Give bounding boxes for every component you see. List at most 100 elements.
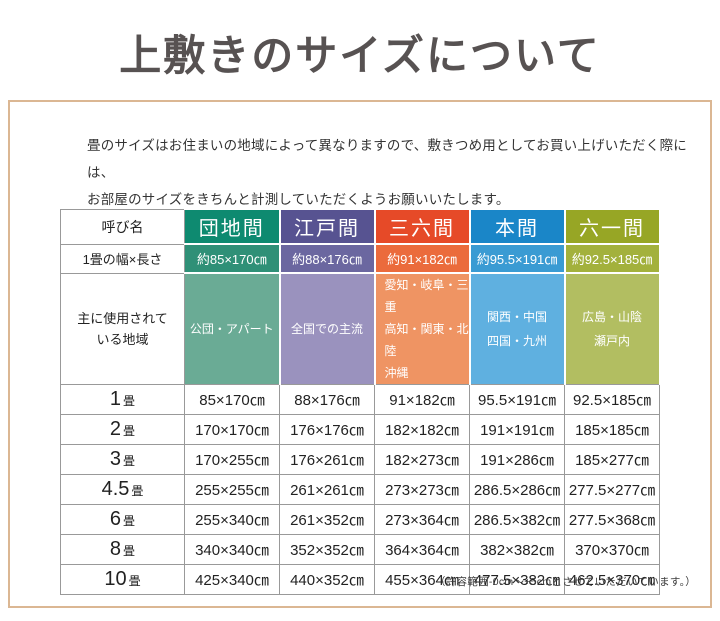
width-row-label: 1畳の幅×長さ [60, 243, 185, 274]
size-value-cell: 176×176㎝ [279, 414, 375, 445]
tolerance-footnote: （許容範囲-0cm～+5cmとさせていただいています。） [434, 576, 696, 588]
size-value-cell: 176×261㎝ [279, 444, 375, 475]
size-row-unit: 畳 [128, 574, 141, 588]
size-row-6jo: 6 畳 255×340㎝ 261×352㎝ 273×364㎝ 286.5×382㎝ 277.… [60, 504, 660, 535]
size-row-unit: 畳 [123, 514, 136, 528]
size-row-label: 10 畳 [60, 564, 185, 595]
size-value-cell: 364×364㎝ [374, 534, 470, 565]
column-header-0: 団地間 [184, 208, 281, 245]
size-value-cell: 95.5×191㎝ [469, 384, 565, 415]
size-row-1jo: 1 畳 85×170㎝ 88×176㎝ 91×182㎝ 95.5×191㎝ 92.5×185… [60, 384, 660, 415]
size-row-unit: 畳 [123, 394, 136, 408]
column-header-4: 六一間 [563, 208, 661, 245]
size-value-cell: 185×277㎝ [564, 444, 660, 475]
size-row-unit: 畳 [123, 544, 136, 558]
intro-line-1: 畳のサイズはお住まいの地域によって異なりますので、敷きつめ用としてお買い上げいた… [87, 138, 687, 180]
size-value-cell: 91×182㎝ [374, 384, 470, 415]
width-cell-3: 約95.5×191㎝ [468, 243, 566, 274]
size-value-cell: 191×286㎝ [469, 444, 565, 475]
size-value-cell: 273×364㎝ [374, 504, 470, 535]
size-row-10jo: 10 畳 425×340㎝ 440×352㎝ 455×364㎝ 477.5×382㎝ 462… [60, 564, 660, 595]
region-row-label: 主に使用されて いる地域 [60, 272, 185, 385]
intro-text: 畳のサイズはお住まいの地域によって異なりますので、敷きつめ用としてお買い上げいた… [87, 132, 710, 213]
region-line: 全国での主流 [290, 322, 363, 336]
size-value-cell: 286.5×286㎝ [469, 474, 565, 505]
tatami-size-table: 呼び名 団地間 江戸間 三六間 本間 六一間 1畳の幅×長さ 約85×170㎝ 約88×176㎝… [60, 208, 661, 595]
size-row-label: 4.5 畳 [60, 474, 185, 505]
size-row-number: 4.5 [101, 478, 130, 500]
region-label-line: いる地域 [96, 331, 149, 347]
width-cell-4: 約92.5×185㎝ [563, 243, 661, 274]
size-value-cell: 277.5×277㎝ [564, 474, 660, 505]
size-row-unit: 畳 [123, 424, 136, 438]
size-value-cell: 185×185㎝ [564, 414, 660, 445]
size-value-cell: 170×170㎝ [184, 414, 280, 445]
content-frame: 畳のサイズはお住まいの地域によって異なりますので、敷きつめ用としてお買い上げいた… [8, 100, 712, 608]
region-cell-3: 関西・中国 四国・九州 [468, 272, 566, 385]
size-row-number: 6 [109, 508, 122, 530]
region-label-line: 主に使用されて [77, 310, 168, 326]
corner-header-cell: 呼び名 [60, 208, 185, 245]
region-line: 広島・山陰 [581, 310, 642, 324]
intro-line-2: お部屋のサイズをきちんと計測していただくようお願いいたします。 [87, 192, 510, 207]
region-cell-4: 広島・山陰 瀬戸内 [563, 272, 661, 385]
region-line: 四国・九州 [486, 334, 547, 348]
size-value-cell: 440×352㎝ [279, 564, 375, 595]
region-line: 公団・アパート [189, 322, 274, 336]
size-value-cell: 92.5×185㎝ [564, 384, 660, 415]
size-value-cell: 182×273㎝ [374, 444, 470, 475]
column-header-1: 江戸間 [278, 208, 376, 245]
column-header-3: 本間 [468, 208, 566, 245]
size-value-cell: 170×255㎝ [184, 444, 280, 475]
size-value-cell: 286.5×382㎝ [469, 504, 565, 535]
size-row-3jo: 3 畳 170×255㎝ 176×261㎝ 182×273㎝ 191×286㎝ 185×27… [60, 444, 660, 475]
size-row-number: 8 [109, 538, 122, 560]
size-value-cell: 85×170㎝ [184, 384, 280, 415]
region-line: 沖縄 [384, 366, 409, 380]
size-value-cell: 261×261㎝ [279, 474, 375, 505]
size-row-number: 2 [109, 418, 122, 440]
size-value-cell: 352×352㎝ [279, 534, 375, 565]
region-cell-2: 愛知・岐阜・三重 高知・関東・北陸沖縄 [373, 272, 471, 385]
size-value-cell: 255×340㎝ [184, 504, 280, 535]
size-row-8jo: 8 畳 340×340㎝ 352×352㎝ 364×364㎝ 382×382㎝ 370×37… [60, 534, 660, 565]
size-value-cell: 88×176㎝ [279, 384, 375, 415]
size-value-cell: 455×364㎝ [374, 564, 470, 595]
size-row-unit: 畳 [123, 454, 136, 468]
size-value-cell: 462.5×370㎝ [564, 564, 660, 595]
size-row-number: 3 [109, 448, 122, 470]
size-row-4.5jo: 4.5 畳 255×255㎝ 261×261㎝ 273×273㎝ 286.5×286㎝ 27… [60, 474, 660, 505]
region-line: 高知・関東・北陸 [384, 322, 469, 358]
size-value-cell: 477.5×382㎝ [469, 564, 565, 595]
width-cell-2: 約91×182㎝ [373, 243, 471, 274]
width-cell-1: 約88×176㎝ [278, 243, 376, 274]
size-value-cell: 382×382㎝ [469, 534, 565, 565]
size-row-number: 10 [104, 568, 127, 590]
size-value-cell: 340×340㎝ [184, 534, 280, 565]
region-cell-0: 公団・アパート [184, 272, 281, 385]
size-value-cell: 191×191㎝ [469, 414, 565, 445]
region-row: 主に使用されて いる地域 公団・アパート 全国での主流 愛知・岐阜・三重 高知・関東・北陸… [60, 272, 661, 385]
size-value-cell: 182×182㎝ [374, 414, 470, 445]
table-header-row: 呼び名 団地間 江戸間 三六間 本間 六一間 [60, 208, 661, 245]
size-row-2jo: 2 畳 170×170㎝ 176×176㎝ 182×182㎝ 191×191㎝ 185×18… [60, 414, 660, 445]
size-row-number: 1 [109, 388, 122, 410]
size-value-cell: 255×255㎝ [184, 474, 280, 505]
size-value-cell: 277.5×368㎝ [564, 504, 660, 535]
size-value-cell: 261×352㎝ [279, 504, 375, 535]
size-value-cell: 273×273㎝ [374, 474, 470, 505]
size-row-unit: 畳 [131, 484, 144, 498]
size-value-cell: 370×370㎝ [564, 534, 660, 565]
tatami-dimensions-row: 1畳の幅×長さ 約85×170㎝ 約88×176㎝ 約91×182㎝ 約95.5×191… [60, 243, 661, 274]
column-header-2: 三六間 [373, 208, 471, 245]
region-line: 瀬戸内 [593, 334, 630, 348]
size-value-cell: 425×340㎝ [184, 564, 280, 595]
width-cell-0: 約85×170㎝ [184, 243, 281, 274]
page-title: 上敷きのサイズについて [119, 34, 601, 80]
region-line: 愛知・岐阜・三重 [384, 278, 469, 314]
region-cell-1: 全国での主流 [278, 272, 376, 385]
